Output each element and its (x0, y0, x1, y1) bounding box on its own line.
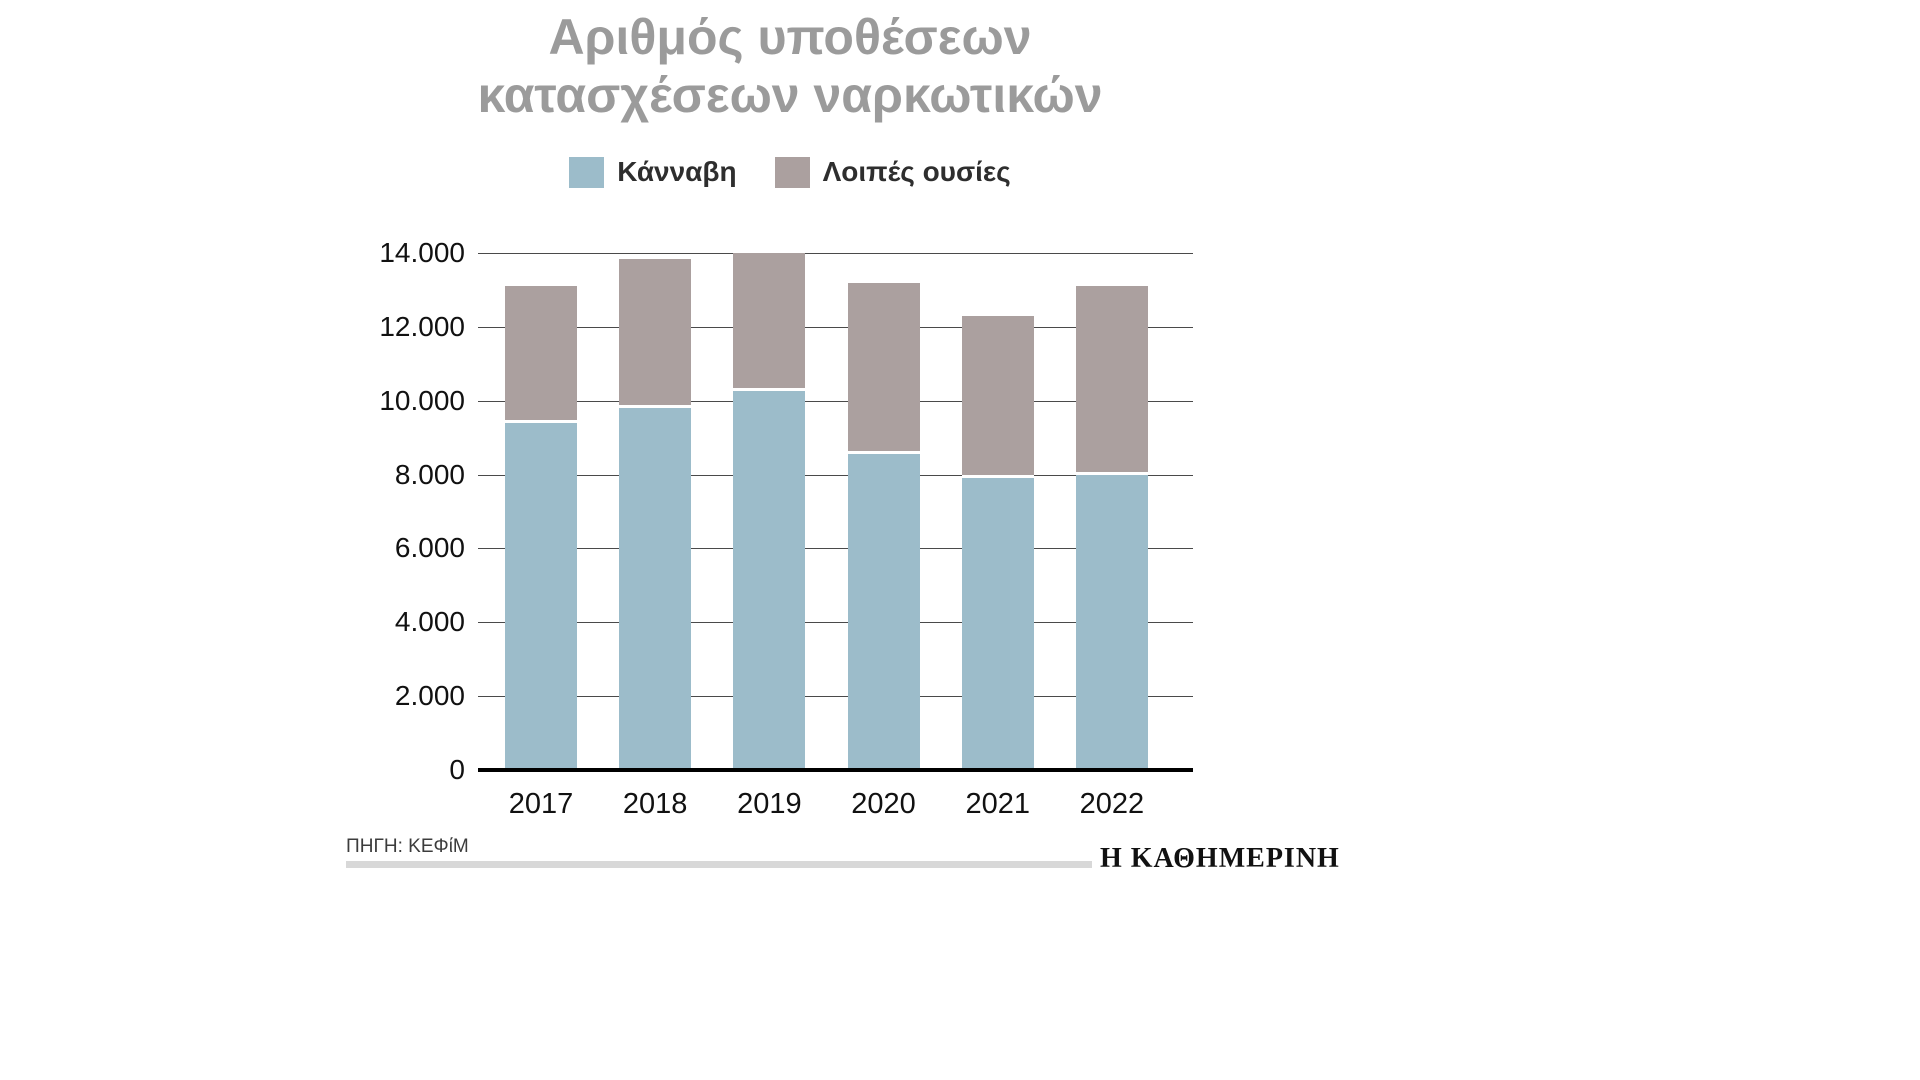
bar-segment-other-substances (733, 253, 806, 392)
chart-title-line1: Αριθμός υποθέσεων (548, 9, 1032, 65)
bars (478, 253, 1193, 770)
x-tick-label: 2018 (622, 788, 688, 820)
bar-segment-cannabis (733, 391, 806, 770)
x-tick-label: 2017 (508, 788, 574, 820)
legend-swatch-cannabis (569, 156, 605, 188)
chart-title-line2: κατασχέσεων ναρκωτικών (477, 67, 1103, 123)
bar-segment-cannabis (619, 408, 692, 770)
y-tick-label: 4.000 (394, 606, 465, 638)
gridline (478, 253, 1193, 254)
y-tick-label: 6.000 (394, 532, 465, 564)
legend-item-cannabis: Κάνναβη (569, 156, 737, 188)
y-tick-label: 14.000 (379, 237, 465, 268)
legend-label-cannabis: Κάνναβη (617, 156, 737, 187)
gridline (478, 400, 1193, 402)
footer-rule (346, 861, 1092, 868)
gridline (478, 548, 1193, 550)
legend: Κάνναβη Λοιπές ουσίες (345, 156, 1235, 188)
y-tick-label: 2.000 (394, 680, 465, 712)
bar-segment-cannabis (1075, 474, 1148, 770)
legend-label-other-substances: Λοιπές ουσίες (822, 156, 1011, 187)
bar-segment-other-substances (847, 282, 920, 455)
x-axis-line (478, 768, 1193, 772)
y-tick-label: 12.000 (379, 310, 465, 342)
bar-segment-other-substances (961, 315, 1034, 479)
gridline (478, 474, 1193, 476)
x-tick-label: 2022 (1079, 788, 1145, 820)
x-axis-labels: 2017 2018 2019 2020 2021 2022 (478, 788, 1193, 821)
y-tick-label: 0 (449, 754, 465, 785)
bar-segment-other-substances (619, 258, 692, 409)
bar-segment-other-substances (505, 286, 577, 423)
y-tick-label: 8.000 (394, 458, 465, 490)
gridline (478, 326, 1193, 328)
legend-item-other-substances: Λοιπές ουσίες (774, 156, 1011, 188)
gridline (478, 622, 1193, 624)
bar-2017 (505, 286, 577, 770)
bar-segment-cannabis (847, 454, 920, 770)
x-tick-label: 2020 (851, 788, 916, 820)
bar-2018 (619, 258, 692, 770)
bar-2020 (847, 282, 920, 770)
bar-segment-cannabis (961, 478, 1034, 770)
kathimerini-logo: Η ΚΑΘΗΜΕΡΙΝΗ (1100, 843, 1340, 874)
bar-2019 (733, 253, 806, 770)
legend-swatch-other-substances (774, 156, 810, 188)
x-tick-label: 2019 (737, 788, 802, 820)
plot-area (478, 253, 1193, 772)
y-tick-label: 10.000 (379, 384, 465, 416)
y-axis-labels: 0 2.000 4.000 6.000 8.000 10.000 12.000 14.000 (330, 237, 465, 785)
chart-title: Αριθμός υποθέσεων κατασχέσεων ναρκωτικών (345, 8, 1235, 124)
bar-segment-cannabis (505, 422, 577, 770)
x-tick-label: 2021 (965, 788, 1030, 820)
bar-segment-other-substances (1075, 286, 1148, 475)
bar-2022 (1075, 286, 1148, 770)
bar-2021 (961, 315, 1034, 770)
gridline (478, 696, 1193, 698)
source-label: ΠΗΓΗ: ΚΕΦίΜ (346, 836, 469, 857)
